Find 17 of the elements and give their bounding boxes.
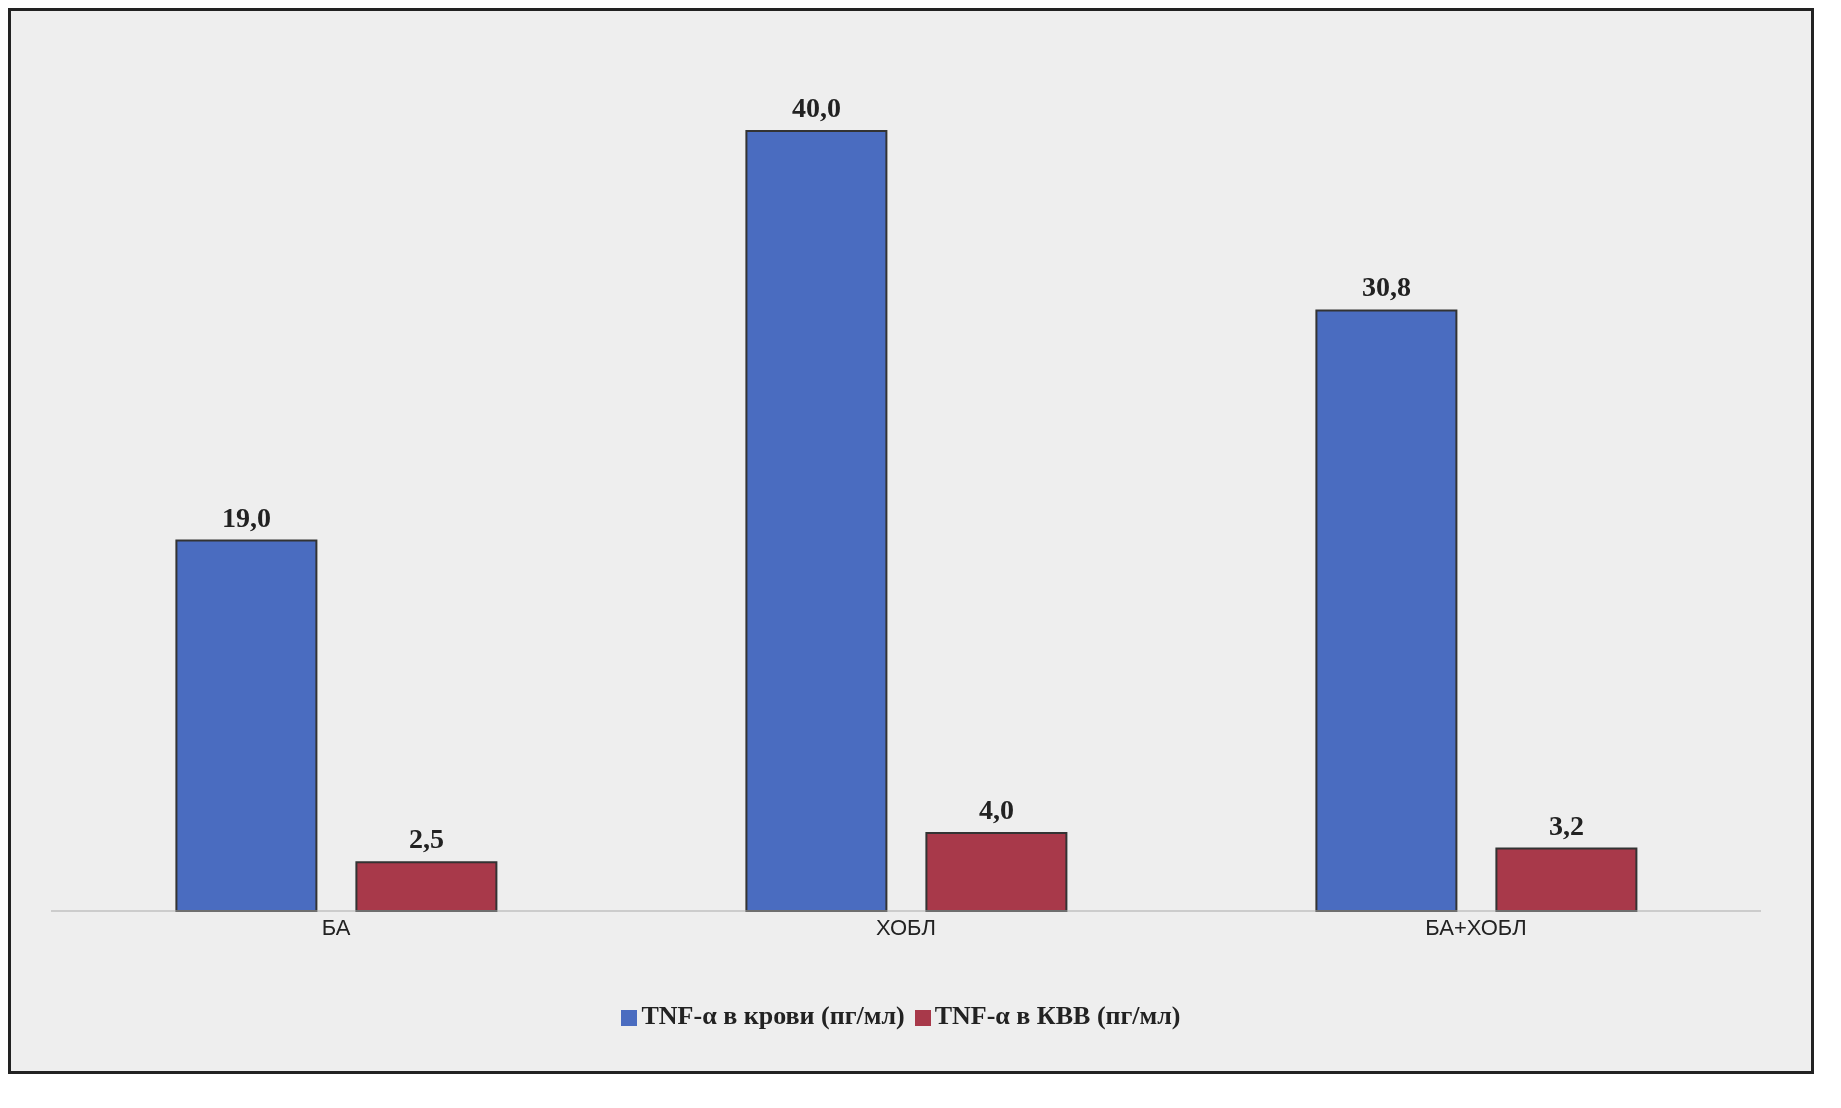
bar bbox=[925, 832, 1068, 912]
bar bbox=[1315, 309, 1458, 912]
data-label: 30,8 bbox=[1361, 271, 1411, 303]
bar bbox=[355, 861, 498, 912]
data-label: 3,2 bbox=[1548, 809, 1584, 841]
bar bbox=[745, 130, 888, 912]
bar bbox=[175, 539, 318, 912]
legend-label: TNF-α в крови (пг/мл) bbox=[641, 1001, 905, 1030]
legend-label: TNF-α в КВВ (пг/мл) bbox=[934, 1001, 1181, 1030]
x-tick-label: БА+ХОБЛ bbox=[1425, 914, 1527, 940]
data-label: 19,0 bbox=[221, 501, 271, 533]
x-tick-label: ХОБЛ bbox=[876, 914, 936, 940]
bar bbox=[1495, 847, 1638, 912]
data-label: 4,0 bbox=[978, 794, 1014, 825]
x-tick-label: БА bbox=[321, 914, 351, 940]
data-label: 2,5 bbox=[408, 823, 444, 855]
data-label: 40,0 bbox=[791, 92, 841, 123]
